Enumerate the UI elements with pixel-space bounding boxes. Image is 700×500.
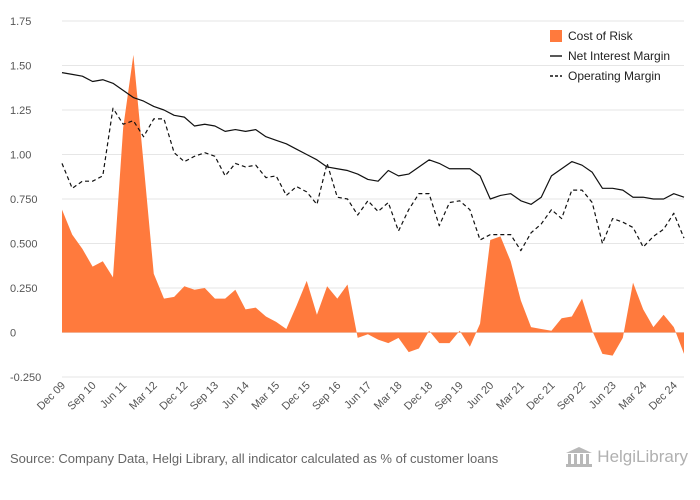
x-tick-label: Jun 17 (342, 380, 374, 412)
chart: -0.250 0 0.250 0.500 0.750 1.00 1.25 1.50 1.75 D… (10, 16, 685, 413)
x-tick-label: Mar 18 (372, 380, 405, 413)
x-tick-label: Mar 12 (127, 380, 160, 413)
legend: Cost of Risk Net Interest Margin Operating… (550, 29, 670, 83)
x-tick-label: Sep 13 (188, 380, 221, 413)
y-tick-label: 1.25 (10, 105, 31, 117)
legend-label-operating-margin: Operating Margin (568, 69, 661, 83)
x-tick-label: Mar 24 (617, 380, 650, 413)
library-building-icon (566, 447, 593, 467)
series-area-cost-of-risk (62, 54, 684, 356)
x-tick-label: Mar 15 (250, 380, 283, 413)
margin-lines-layer (61, 72, 685, 252)
y-tick-label: 0.250 (10, 283, 38, 295)
y-tick-label: 0 (10, 328, 16, 340)
series-line-net-interest-margin (61, 72, 685, 205)
x-tick-label: Jun 11 (98, 380, 129, 411)
cost-of-risk-layer (62, 54, 684, 356)
x-tick-label: Dec 21 (524, 380, 557, 413)
legend-label-net-interest-margin: Net Interest Margin (568, 49, 670, 63)
x-tick-label: Jun 20 (465, 380, 497, 412)
x-tick-label: Dec 09 (35, 380, 68, 413)
legend-label-cost-of-risk: Cost of Risk (568, 29, 634, 43)
y-tick-label: 0.500 (10, 239, 38, 251)
x-tick-label: Dec 12 (157, 380, 190, 413)
legend-swatch-cost-of-risk (550, 30, 562, 42)
x-tick-label: Sep 10 (66, 380, 99, 413)
series-line-operating-margin (61, 107, 685, 252)
x-tick-label: Dec 18 (402, 380, 435, 413)
y-tick-label: 1.50 (10, 61, 31, 73)
x-tick-label: Sep 16 (310, 380, 343, 413)
y-tick-label: 1.00 (10, 150, 31, 162)
y-tick-label: 0.750 (10, 194, 38, 206)
y-axis: -0.250 0 0.250 0.500 0.750 1.00 1.25 1.50 1.75 (10, 16, 41, 384)
x-tick-label: Dec 24 (647, 380, 680, 413)
source-note: Source: Company Data, Helgi Library, all… (10, 451, 499, 466)
x-tick-label: Jun 23 (587, 380, 619, 412)
y-tick-label: -0.250 (10, 372, 41, 384)
x-tick-label: Mar 21 (494, 380, 527, 413)
x-tick-label: Sep 19 (433, 380, 466, 413)
x-tick-label: Jun 14 (220, 380, 252, 412)
logo-text: HelgiLibrary (597, 447, 688, 466)
helgi-library-logo: HelgiLibrary (565, 446, 688, 468)
x-tick-label: Sep 22 (555, 380, 588, 413)
y-tick-label: 1.75 (10, 16, 31, 28)
x-tick-label: Dec 15 (280, 380, 313, 413)
